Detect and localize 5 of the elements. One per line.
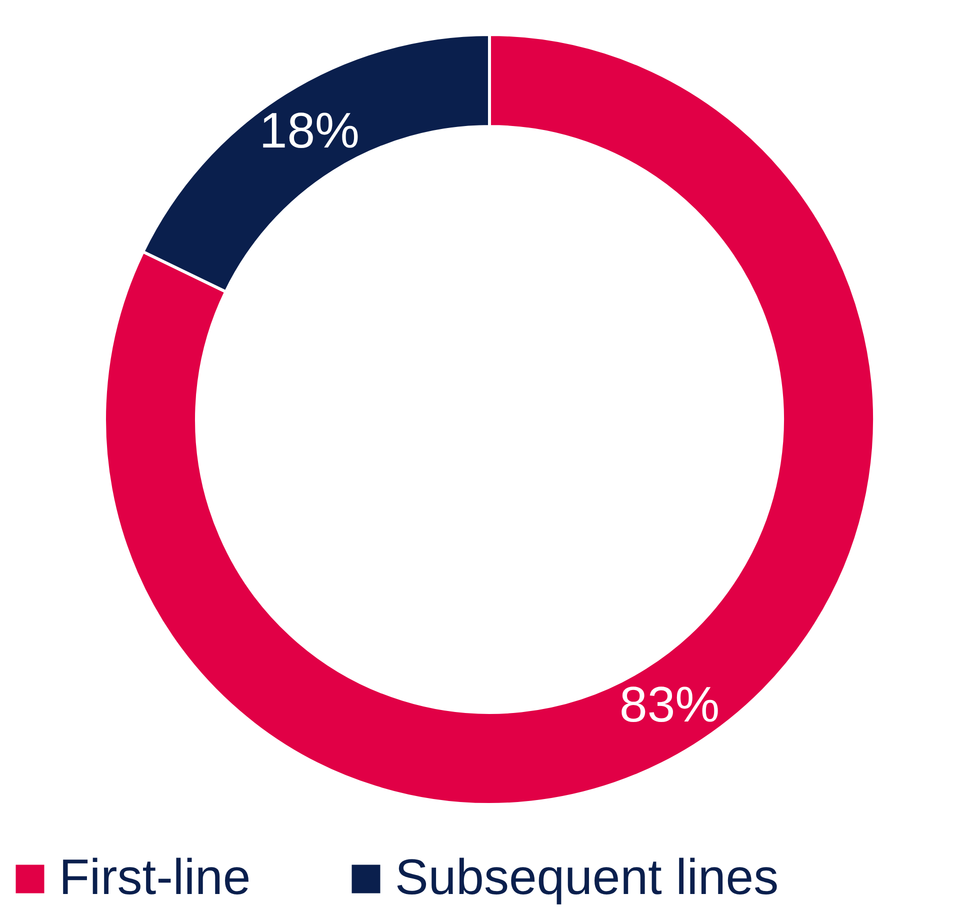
legend-label: Subsequent lines <box>395 849 779 905</box>
donut-slice <box>104 33 876 806</box>
data-label: 18% <box>259 102 360 158</box>
data-label: 83% <box>620 676 720 733</box>
legend-label: First-line <box>59 849 251 905</box>
